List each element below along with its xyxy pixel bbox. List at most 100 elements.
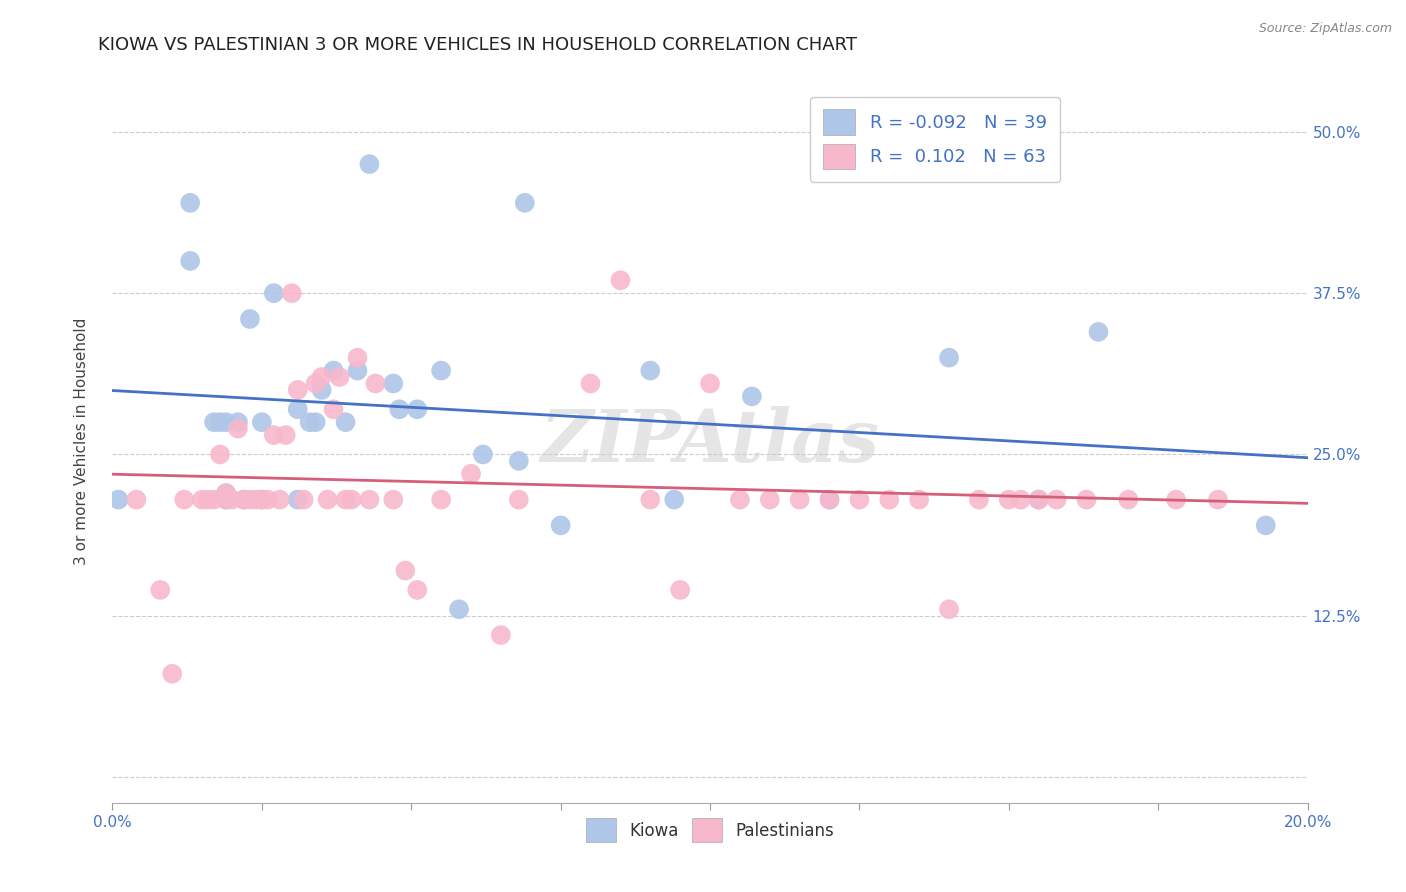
Point [489,628,512,642]
Point [233,492,256,507]
Text: Source: ZipAtlas.com: Source: ZipAtlas.com [1258,22,1392,36]
Point [664,492,686,507]
Point [335,492,357,507]
Point [406,402,429,417]
Point [1046,492,1069,507]
Point [215,415,238,429]
Point [149,582,172,597]
Point [239,312,262,326]
Point [173,492,195,507]
Point [250,415,273,429]
Point [1166,492,1188,507]
Point [1010,492,1032,507]
Point [848,492,870,507]
Point [967,492,990,507]
Point [305,376,328,391]
Point [269,492,291,507]
Point [179,195,201,210]
Point [579,376,602,391]
Point [329,370,352,384]
Point [879,492,901,507]
Point [298,415,321,429]
Point [550,518,572,533]
Point [281,286,304,301]
Point [287,402,309,417]
Point [998,492,1021,507]
Point [394,564,416,578]
Point [202,492,225,507]
Point [191,492,214,507]
Point [263,286,285,301]
Point [449,602,471,616]
Point [311,370,333,384]
Point [209,415,232,429]
Point [322,363,344,377]
Point [215,492,238,507]
Point [1087,325,1109,339]
Point [125,492,148,507]
Point [316,492,339,507]
Point [215,486,238,500]
Point [1076,492,1098,507]
Point [250,492,273,507]
Point [221,492,243,507]
Point [233,492,256,507]
Point [640,492,662,507]
Point [346,351,368,365]
Point [292,492,315,507]
Point [1028,492,1050,507]
Point [759,492,782,507]
Point [359,492,381,507]
Point [513,195,536,210]
Point [202,415,225,429]
Point [197,492,219,507]
Text: KIOWA VS PALESTINIAN 3 OR MORE VEHICLES IN HOUSEHOLD CORRELATION CHART: KIOWA VS PALESTINIAN 3 OR MORE VEHICLES … [98,36,858,54]
Point [406,582,429,597]
Point [1254,518,1277,533]
Point [226,422,249,436]
Point [346,363,368,377]
Point [257,492,280,507]
Y-axis label: 3 or more Vehicles in Household: 3 or more Vehicles in Household [75,318,89,566]
Point [287,383,309,397]
Point [669,582,692,597]
Point [382,492,405,507]
Point [430,363,453,377]
Point [311,383,333,397]
Point [245,492,267,507]
Point [728,492,751,507]
Point [1028,492,1050,507]
Point [340,492,363,507]
Point [335,415,357,429]
Point [460,467,482,481]
Point [305,415,328,429]
Point [274,428,297,442]
Point [215,486,238,500]
Point [908,492,931,507]
Point [359,157,381,171]
Point [789,492,811,507]
Point [215,492,238,507]
Point [364,376,387,391]
Point [322,402,344,417]
Point [508,492,530,507]
Legend: Kiowa, Palestinians: Kiowa, Palestinians [579,812,841,848]
Point [938,602,960,616]
Point [179,254,201,268]
Point [699,376,721,391]
Point [1206,492,1229,507]
Point [430,492,453,507]
Point [263,428,285,442]
Point [818,492,841,507]
Text: ZIPAtlas: ZIPAtlas [541,406,879,477]
Point [162,666,183,681]
Point [1118,492,1140,507]
Point [938,351,960,365]
Point [226,415,249,429]
Point [250,492,273,507]
Point [287,492,309,507]
Point [818,492,841,507]
Point [209,447,232,461]
Point [640,363,662,377]
Point [107,492,129,507]
